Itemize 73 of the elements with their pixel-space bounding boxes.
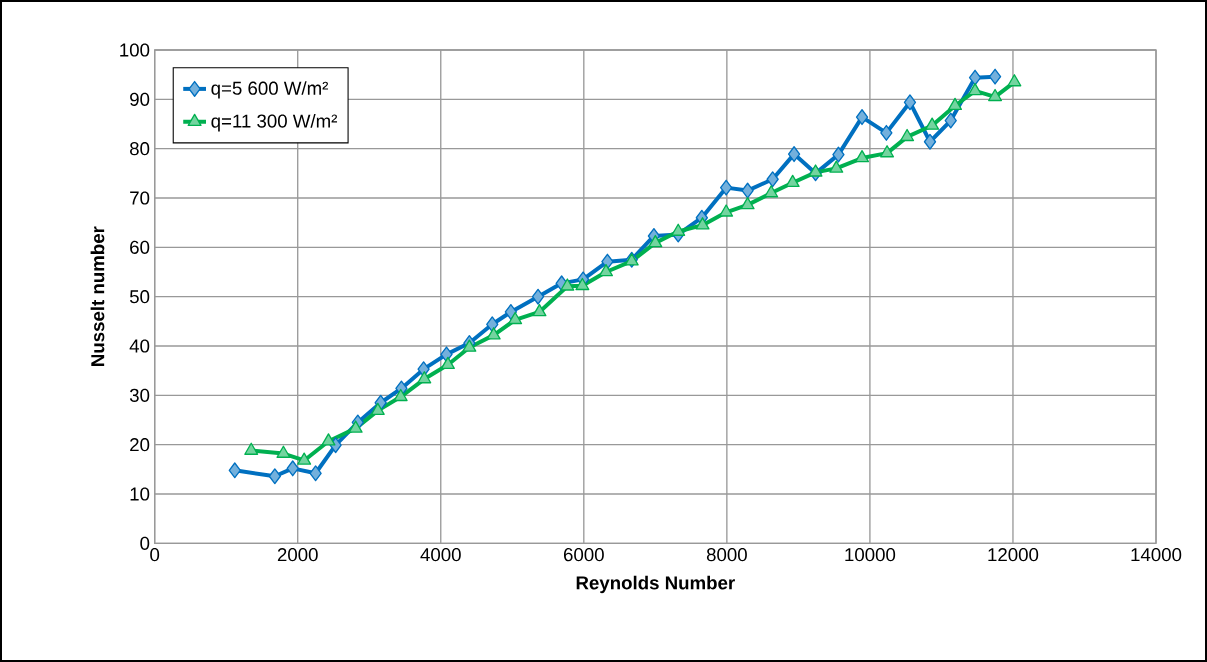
y-tick-label: 50 (129, 290, 150, 304)
point (575, 277, 590, 291)
y-tick-label: 30 (129, 388, 150, 402)
x-tick-label: 12000 (988, 548, 1039, 562)
legend-label: q=5 600 W/m² (211, 81, 329, 99)
x-tick-label: 0 (150, 548, 160, 562)
y-axis-title: Nusselt number (90, 226, 105, 366)
point (440, 356, 455, 370)
point (988, 88, 1003, 102)
point (948, 97, 963, 111)
y-tick-label: 70 (130, 191, 150, 205)
point (370, 402, 385, 415)
y-tick-label: 0 (140, 536, 150, 550)
point (719, 179, 733, 196)
point (880, 145, 895, 158)
point (276, 445, 291, 458)
x-tick-label: 8000 (706, 548, 747, 562)
y-tick-label: 10 (130, 487, 150, 501)
point (228, 462, 241, 479)
point (244, 442, 259, 455)
y-tick-label: 20 (130, 438, 150, 452)
point (880, 124, 893, 141)
point (309, 465, 322, 482)
point (832, 146, 845, 163)
point (968, 69, 982, 86)
point (321, 433, 336, 446)
x-tick-label: 6000 (563, 548, 604, 562)
point (348, 420, 363, 433)
x-tick-label: 14000 (1131, 548, 1182, 562)
legend-label: q=11 300 W/m² (211, 113, 338, 132)
x-tick-label: 10000 (845, 548, 896, 562)
point (671, 223, 686, 236)
point (560, 278, 575, 291)
point (1007, 74, 1022, 87)
point (829, 160, 844, 173)
point (648, 234, 663, 248)
point (855, 109, 869, 126)
point (741, 182, 754, 199)
y-tick-label: 40 (129, 339, 150, 353)
y-tick-label: 90 (130, 92, 150, 106)
point (764, 185, 779, 198)
point (486, 327, 501, 340)
point (719, 204, 734, 217)
point (268, 468, 281, 485)
point (855, 150, 870, 163)
point (598, 264, 614, 277)
x-tick-label: 2000 (277, 548, 318, 562)
x-tick-label: 4000 (420, 548, 461, 562)
point (462, 339, 477, 352)
point (944, 112, 957, 129)
point (532, 303, 547, 317)
point (808, 164, 823, 177)
y-tick-label: 60 (130, 240, 150, 254)
point (785, 174, 800, 188)
x-axis-title: Reynolds Number (576, 575, 735, 594)
point (393, 388, 408, 402)
point (988, 68, 1002, 85)
point (508, 311, 523, 325)
point (695, 217, 710, 230)
point (417, 371, 432, 384)
point (968, 82, 983, 96)
y-tick-label: 100 (120, 43, 150, 57)
y-tick-label: 80 (130, 142, 150, 156)
point (923, 133, 937, 150)
point (531, 288, 545, 305)
point (297, 452, 312, 465)
point (925, 117, 940, 130)
point (766, 171, 779, 188)
point (787, 146, 801, 163)
point (900, 128, 915, 142)
point (740, 196, 755, 210)
point (903, 94, 917, 111)
point (286, 460, 299, 477)
